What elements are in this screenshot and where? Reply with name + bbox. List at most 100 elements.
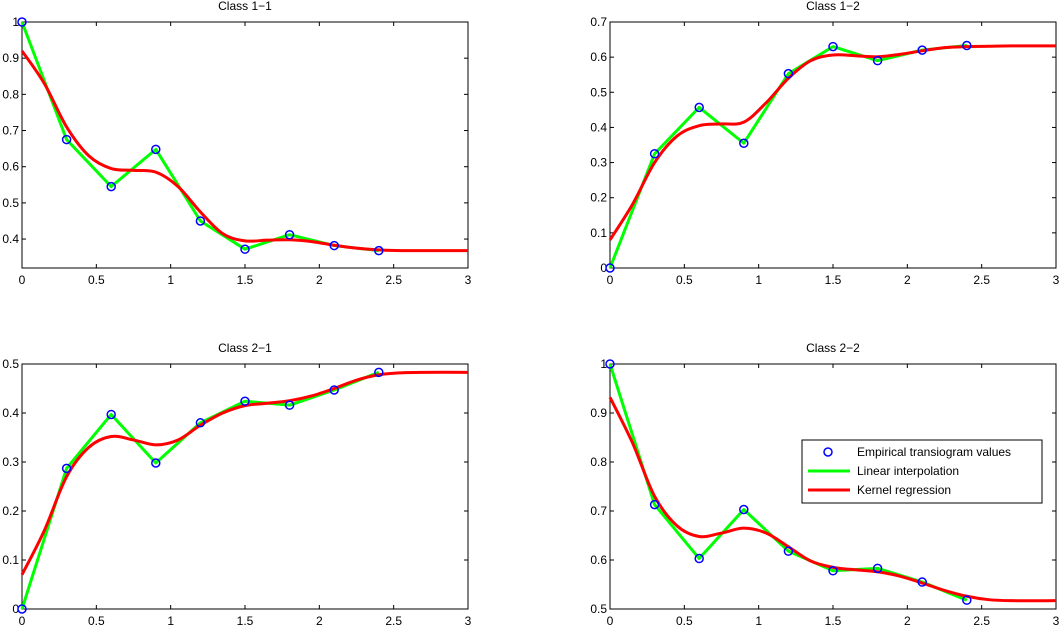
y-tick-label: 0.2 [2, 504, 19, 518]
empirical-point [17, 17, 27, 27]
legend-marker-circle [823, 447, 833, 457]
chart-panel-2: Class 1−2 0 0.5 1 1.5 2 2.5 3 0 0.1 0.2 0.3 0.4 0.5 0.… [590, 0, 1059, 287]
empirical-point [962, 40, 972, 51]
x-tick-label: 0 [607, 273, 614, 287]
x-tick-label: 0.5 [676, 614, 693, 628]
empirical-point [605, 263, 615, 273]
x-tick-label: 0.5 [88, 614, 105, 628]
empirical-point [329, 385, 339, 395]
empirical-point [917, 45, 927, 55]
legend-label: Empirical transiogram values [857, 445, 1011, 459]
y-tick-label: 0.5 [2, 196, 19, 210]
linear-interpolation-line [20, 370, 380, 610]
x-tick-label: 1 [167, 273, 174, 287]
empirical-point [195, 216, 206, 226]
y-tick-label: 0.4 [590, 120, 607, 134]
y-tick-label: 0.1 [590, 226, 607, 240]
empirical-point [828, 566, 838, 576]
axes-box [609, 21, 1057, 269]
x-tick-label: 0 [607, 614, 614, 628]
empirical-point [783, 68, 794, 79]
x-tick-label: 2.5 [973, 273, 990, 287]
kernel-regression-curve [20, 370, 469, 576]
x-tick-label: 0 [19, 614, 26, 628]
x-tick-label: 1.5 [825, 614, 842, 628]
chart-panel-4: Class 2−20 0.5 1 1.5 2 2.5 30.50.60.70.80.91 [590, 341, 1059, 628]
empirical-point [649, 149, 660, 159]
x-tick-label: 2 [316, 273, 323, 287]
empirical-point [694, 553, 704, 564]
y-tick-label: 0.6 [2, 160, 19, 174]
legend-label: Kernel regression [857, 483, 951, 497]
empirical-point [106, 409, 116, 420]
chart-panel-1: Class 1−1 0 0.5 1 1.5 2 2.5 3 0.4 0.5 0.6 0.7 0.8 0.9… [2, 0, 471, 287]
empirical-point [17, 604, 27, 614]
y-tick-label: 0.7 [2, 124, 19, 138]
y-tick-label: 0.5 [590, 602, 607, 616]
y-tick-label: 0.6 [590, 553, 607, 567]
y-tick-label: 1 [12, 15, 19, 29]
empirical-point [284, 400, 295, 410]
x-tick-label: 0 [19, 273, 26, 287]
empirical-point [872, 563, 883, 574]
empirical-point [195, 418, 206, 428]
empirical-point [917, 577, 927, 587]
empirical-point [962, 595, 972, 605]
x-tick-label: 2 [904, 614, 911, 628]
empirical-point [329, 240, 339, 251]
y-tick-label: 0.9 [2, 51, 19, 65]
y-tick-label: 0.5 [2, 357, 19, 371]
empirical-point [828, 41, 838, 52]
y-tick-label: 0.8 [2, 87, 19, 101]
chart-title: Class 1−1 [218, 0, 272, 13]
y-tick-label: 0.1 [2, 553, 19, 567]
y-tick-label: 0 [12, 602, 19, 616]
empirical-point [106, 181, 116, 192]
empirical-point [783, 546, 794, 556]
y-tick-label: 0.2 [590, 191, 607, 205]
empirical-point [605, 359, 615, 369]
x-tick-label: 2 [316, 614, 323, 628]
y-tick-label: 0.3 [590, 156, 607, 170]
empirical-point [374, 245, 384, 256]
empirical-point [374, 367, 384, 378]
axes-box [21, 21, 469, 269]
x-tick-label: 1 [755, 273, 762, 287]
chart-panel-3: Class 2−1 0 0.5 1 1.5 2 2.5 3 0 0.1 0.2 0.3 0.4 0.5 [2, 341, 471, 628]
x-tick-label: 1 [167, 614, 174, 628]
empirical-point [649, 499, 660, 510]
x-tick-label: 1.5 [237, 273, 254, 287]
y-tick-label: 0.7 [590, 504, 607, 518]
y-tick-label: 0.7 [590, 15, 607, 29]
empirical-point [240, 396, 250, 406]
x-tick-label: 3 [1053, 614, 1060, 628]
x-tick-label: 2.5 [385, 614, 402, 628]
chart-title: Class 2−2 [806, 341, 860, 355]
x-tick-label: 1 [755, 614, 762, 628]
x-tick-label: 0.5 [676, 273, 693, 287]
y-tick-label: 0.4 [2, 232, 19, 246]
empirical-point [872, 55, 883, 66]
empirical-point [739, 504, 749, 515]
kernel-regression-curve [608, 44, 1057, 241]
x-tick-label: 3 [1053, 273, 1060, 287]
legend-label: Linear interpolation [857, 464, 959, 478]
x-tick-label: 2.5 [385, 273, 402, 287]
empirical-point [151, 458, 161, 468]
x-tick-label: 1.5 [237, 614, 254, 628]
y-tick-label: 0 [600, 261, 607, 275]
x-tick-label: 3 [465, 273, 472, 287]
empirical-point [284, 229, 295, 240]
x-tick-label: 2.5 [973, 614, 990, 628]
y-tick-label: 0.6 [590, 50, 607, 64]
empirical-point [151, 144, 161, 155]
y-tick-label: 0.3 [2, 455, 19, 469]
empirical-point [61, 134, 72, 145]
y-tick-label: 0.9 [590, 406, 607, 420]
chart-title: Class 2−1 [218, 341, 272, 355]
y-tick-label: 0.5 [590, 85, 607, 99]
chart-title: Class 1−2 [806, 0, 860, 13]
kernel-regression-curve [20, 50, 468, 253]
empirical-point [61, 463, 72, 474]
